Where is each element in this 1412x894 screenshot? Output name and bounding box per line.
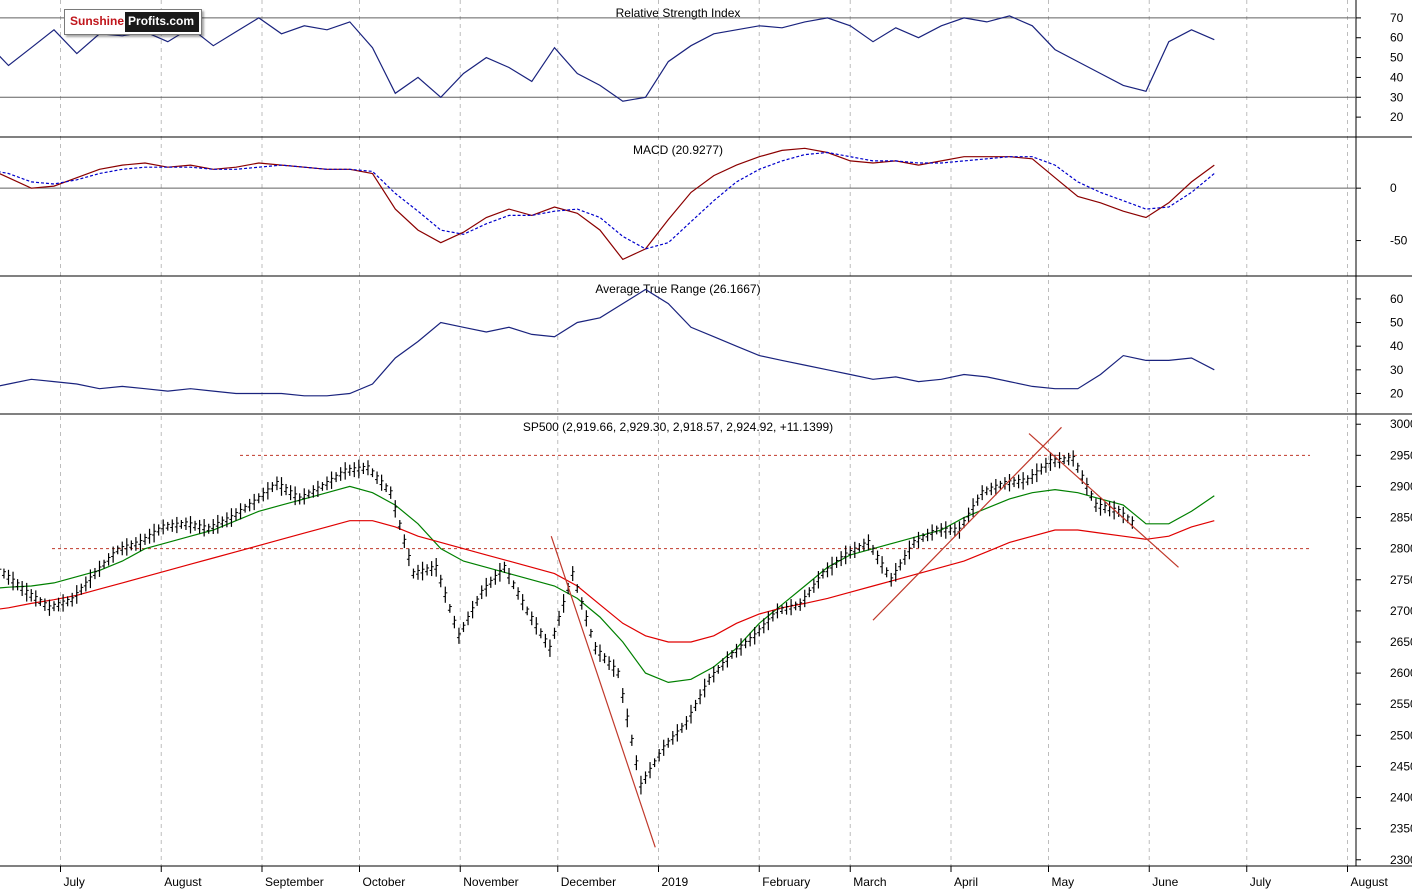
trend-line <box>872 426 1062 621</box>
y-tick-label: 40 <box>1390 339 1404 353</box>
y-tick-label: 60 <box>1390 31 1404 45</box>
month-label: February <box>762 875 810 889</box>
y-tick-label: 2550 <box>1390 697 1412 711</box>
series-line-secondary <box>0 151 1215 250</box>
logo-text-sunshine: Sunshine <box>70 14 125 28</box>
y-tick-label: 50 <box>1390 51 1404 65</box>
sunshine-profits-logo: Sunshine Profits.com <box>64 9 203 35</box>
y-tick-label: 3000 <box>1390 417 1412 431</box>
month-label: August <box>164 875 202 889</box>
month-label: June <box>1152 875 1178 889</box>
y-tick-label: 2600 <box>1390 666 1412 680</box>
y-tick-label: 2450 <box>1390 759 1412 773</box>
y-tick-label: 2750 <box>1390 573 1412 587</box>
month-label: July <box>1250 875 1271 889</box>
series-line-secondary <box>0 520 1215 643</box>
y-tick-label: 2500 <box>1390 728 1412 742</box>
y-tick-label: 2700 <box>1390 604 1412 618</box>
month-label: August <box>1351 875 1389 889</box>
y-tick-label: 60 <box>1390 292 1404 306</box>
y-tick-label: 70 <box>1390 11 1404 25</box>
y-tick-label: 20 <box>1390 110 1404 124</box>
y-tick-label: 2900 <box>1390 479 1412 493</box>
y-tick-label: 2850 <box>1390 511 1412 525</box>
indicator-line <box>0 15 1215 102</box>
logo-text-profits: Profits.com <box>125 12 200 32</box>
y-tick-label: 2650 <box>1390 635 1412 649</box>
month-label: December <box>561 875 616 889</box>
month-label: 2019 <box>662 875 689 889</box>
panel-title: MACD (20.9277) <box>633 143 723 157</box>
panel-title: Average True Range (26.1667) <box>595 282 760 296</box>
y-tick-label: 2300 <box>1390 853 1412 867</box>
month-label: September <box>265 875 324 889</box>
y-tick-label: 2350 <box>1390 822 1412 836</box>
y-tick-label: 2950 <box>1390 448 1412 462</box>
month-label: July <box>64 875 85 889</box>
y-tick-label: 2400 <box>1390 791 1412 805</box>
trend-line <box>550 536 656 848</box>
panel-title: SP500 (2,919.66, 2,929.30, 2,918.57, 2,9… <box>523 420 833 434</box>
month-label: November <box>463 875 518 889</box>
panel-title: Relative Strength Index <box>616 6 741 20</box>
y-tick-label: 50 <box>1390 316 1404 330</box>
y-tick-label: 30 <box>1390 90 1404 104</box>
y-tick-label: 0 <box>1390 181 1397 195</box>
series-line-primary <box>0 485 1215 684</box>
trend-line <box>1028 433 1179 568</box>
month-label: October <box>363 875 406 889</box>
y-tick-label: 20 <box>1390 386 1404 400</box>
y-tick-label: 40 <box>1390 70 1404 84</box>
month-label: April <box>954 875 978 889</box>
month-label: March <box>853 875 886 889</box>
indicator-line <box>0 288 1215 397</box>
y-tick-label: -50 <box>1390 234 1408 248</box>
month-label: May <box>1052 875 1075 889</box>
y-tick-label: 30 <box>1390 363 1404 377</box>
y-tick-label: 2800 <box>1390 542 1412 556</box>
